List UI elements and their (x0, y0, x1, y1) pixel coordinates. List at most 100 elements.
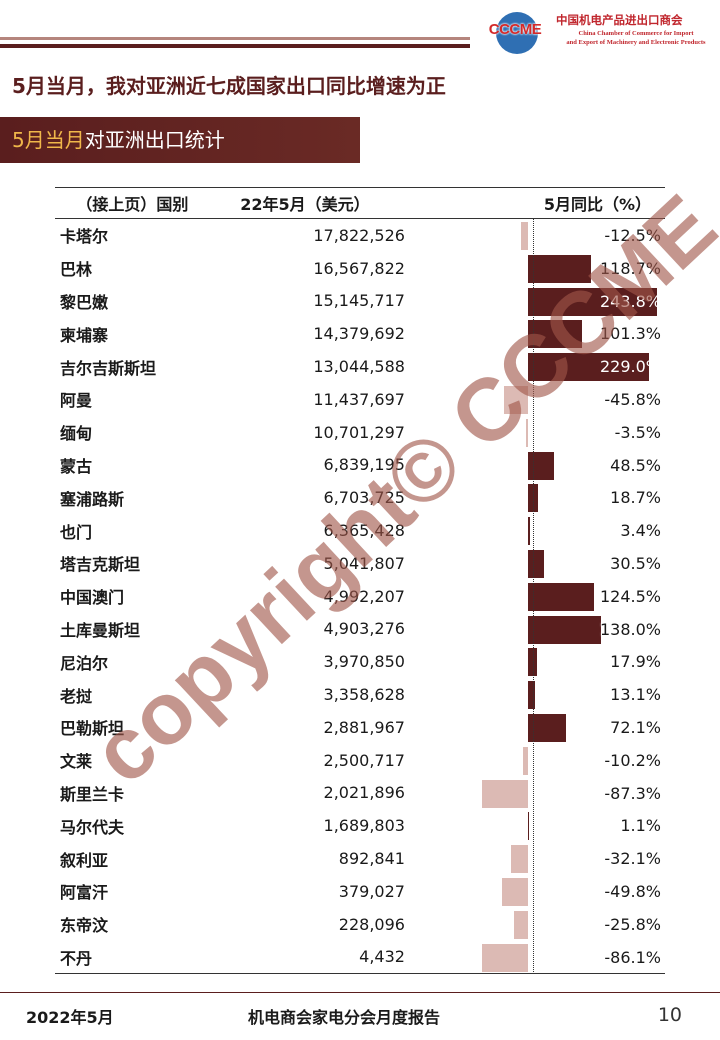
table-row: 巴林 16,567,822 118.7% (55, 252, 665, 285)
country-name: 卡塔尔 (60, 227, 109, 247)
table-row: 卡塔尔 17,822,526 -12.5% (55, 219, 665, 252)
logo-mark-text: CCCME (488, 20, 542, 38)
yoy-bar-positive (527, 353, 650, 382)
yoy-percent: -25.8% (604, 914, 661, 934)
export-value: 6,365,428 (323, 521, 405, 541)
table-row: 不丹 4,432 -86.1% (55, 940, 665, 975)
yoy-bar-positive (527, 713, 567, 742)
yoy-cell: 3.4% (405, 514, 665, 547)
yoy-percent: -32.1% (604, 849, 661, 869)
country-name: 老挝 (60, 686, 93, 706)
table-row: 塞浦路斯 6,703,725 18.7% (55, 481, 665, 514)
header-country: （接上页）国别 (55, 187, 205, 219)
country-name: 不丹 (55, 940, 205, 975)
table-row: 文莱 2,500,717 -10.2% (55, 744, 665, 777)
export-value: 892,841 (338, 849, 405, 869)
table-row: 蒙古 6,839,195 48.5% (55, 449, 665, 482)
header-stripe-dark (0, 44, 470, 48)
table-row: 缅甸 10,701,297 -3.5% (55, 416, 665, 449)
yoy-bar-negative (526, 418, 528, 447)
yoy-bar-positive (527, 320, 582, 349)
section-banner: 5月当月对亚洲出口统计 (0, 117, 360, 163)
export-value: 1,689,803 (323, 816, 405, 836)
yoy-bar-positive (527, 681, 535, 710)
export-value: 11,437,697 (313, 389, 405, 409)
yoy-cell: 30.5% (405, 547, 665, 580)
country-name: 阿富汗 (60, 883, 109, 903)
country-name: 黎巴嫩 (60, 292, 109, 312)
yoy-percent: -12.5% (604, 226, 661, 245)
table-row: 也门 6,365,428 3.4% (55, 514, 665, 547)
yoy-bar-negative (522, 746, 528, 775)
export-value: 3,970,850 (323, 652, 405, 672)
yoy-cell: -32.1% (405, 842, 665, 875)
yoy-cell: 17.9% (405, 645, 665, 678)
yoy-bar-negative (514, 910, 528, 939)
banner-accent: 5月当月 (12, 128, 85, 152)
yoy-percent: -87.3% (604, 783, 661, 803)
export-value: 4,432 (204, 940, 405, 975)
yoy-bar-positive (527, 484, 538, 513)
table-row: 斯里兰卡 2,021,896 -87.3% (55, 777, 665, 810)
yoy-percent: 229.0% (599, 357, 661, 377)
yoy-cell: 72.1% (405, 711, 665, 744)
export-value: 4,992,207 (323, 586, 405, 606)
country-name: 文莱 (60, 752, 93, 772)
yoy-cell: 124.5% (405, 580, 665, 613)
export-value: 2,881,967 (323, 717, 405, 737)
yoy-cell: -49.8% (405, 875, 665, 908)
yoy-bar-negative (503, 385, 528, 414)
yoy-percent: -10.2% (604, 750, 661, 770)
zero-axis-line (533, 218, 534, 975)
yoy-percent: 101.3% (599, 324, 661, 344)
cccme-logo-mark: CCCME (482, 12, 548, 54)
yoy-percent: 72.1% (610, 717, 661, 737)
export-value: 5,041,807 (323, 553, 405, 573)
yoy-bar-positive (527, 287, 658, 316)
export-value: 228,096 (338, 914, 405, 934)
country-name: 马尔代夫 (60, 817, 125, 837)
table-row: 中国澳门 4,992,207 124.5% (55, 580, 665, 613)
yoy-bar-negative (501, 877, 528, 906)
yoy-cell: 48.5% (405, 449, 665, 482)
yoy-percent: 30.5% (610, 553, 661, 573)
export-value: 3,358,628 (323, 685, 405, 705)
table-row: 叙利亚 892,841 -32.1% (55, 842, 665, 875)
yoy-cell: -45.8% (405, 383, 665, 416)
yoy-bar-negative (482, 943, 528, 972)
country-name: 叙利亚 (60, 850, 109, 870)
footer-date: 2022年5月 (26, 1008, 114, 1027)
yoy-bar-negative (481, 779, 528, 808)
yoy-cell: 18.7% (405, 481, 665, 514)
yoy-percent: 17.9% (610, 652, 661, 672)
country-name: 塞浦路斯 (60, 489, 125, 509)
table-row: 吉尔吉斯斯坦 13,044,588 229.0% (55, 350, 665, 383)
export-value: 16,567,822 (313, 258, 405, 278)
table-row: 阿曼 11,437,697 -45.8% (55, 383, 665, 416)
header-value: 22年5月（美元） (204, 187, 405, 219)
yoy-bar-positive (527, 549, 545, 578)
yoy-percent: 138.0% (599, 619, 661, 639)
yoy-bar-negative (521, 222, 528, 250)
country-name: 柬埔寨 (60, 325, 109, 345)
logo-name-cn: 中国机电产品进出口商会 (556, 13, 683, 27)
export-value: 2,500,717 (323, 750, 405, 770)
country-name: 阿曼 (60, 391, 93, 411)
yoy-percent: 18.7% (610, 488, 661, 508)
table-row: 尼泊尔 3,970,850 17.9% (55, 645, 665, 678)
yoy-percent: -49.8% (604, 881, 661, 901)
yoy-bar-positive (527, 615, 602, 644)
yoy-cell: 243.8% (405, 285, 665, 318)
export-value: 13,044,588 (313, 357, 405, 377)
yoy-percent: -3.5% (614, 422, 661, 442)
country-name: 尼泊尔 (60, 653, 109, 673)
yoy-bar-positive (527, 582, 594, 611)
yoy-bar-positive (527, 812, 529, 841)
country-name: 斯里兰卡 (60, 784, 125, 804)
logo-name-en-line2: and Export of Machinery and Electronic P… (566, 39, 706, 46)
export-value: 6,839,195 (323, 455, 405, 475)
export-value: 17,822,526 (313, 225, 405, 245)
table-header-row: （接上页）国别 22年5月（美元） 5月同比（%） (55, 187, 665, 219)
table-row: 东帝汶 228,096 -25.8% (55, 908, 665, 941)
header-stripe-light (0, 37, 470, 40)
